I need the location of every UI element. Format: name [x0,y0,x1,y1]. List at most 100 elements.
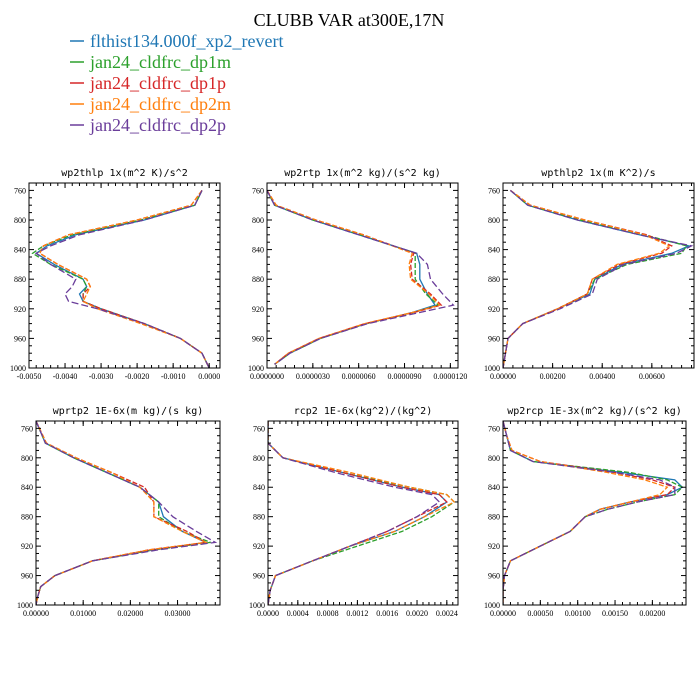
series-line-1 [268,421,448,605]
series-line-2 [31,190,210,368]
y-tick-label: 800 [253,454,265,463]
y-tick-label: 920 [488,542,500,551]
y-tick-label: 920 [14,305,26,314]
panel-title: wp2rcp 1E-3x(m^2 kg)/(s^2 kg) [507,406,682,417]
y-tick-label: 1000 [484,364,500,373]
y-tick-label: 840 [488,246,500,255]
plot-frame [28,182,221,369]
legend-entry: flthist134.000f_xp2_revert [70,31,283,51]
legend-label: flthist134.000f_xp2_revert [90,31,283,51]
y-tick-label: 880 [252,275,264,284]
y-tick-label: 1000 [10,364,26,373]
series-line-5 [36,421,218,605]
legend-label: jan24_cldfrc_dp2m [89,94,231,114]
y-tick-label: 960 [488,334,500,343]
y-tick-label: 840 [252,246,264,255]
x-tick-label: 0.00100 [565,609,591,618]
series-line-5 [34,190,210,368]
y-tick-label: 1000 [248,364,264,373]
x-tick-label: -0.0010 [161,372,186,381]
y-tick-label: 840 [21,483,33,492]
panel-title: wp2thlp 1x(m^2 K)/s^2 [61,168,187,179]
series-line-1 [503,421,684,605]
series-line-4 [268,421,456,605]
series-line-1 [36,421,209,605]
series-line-2 [503,189,688,368]
panel-2: wp2rtp 1x(m^2 kg)/(s^2 kg) 760 800 840 880 92… [248,168,467,381]
series-line-4 [503,189,671,368]
panel-4: wprtp2 1E-6x(m kg)/(s kg) 760 800 840 880 920… [17,406,221,618]
x-tick-label: 0.02000 [117,609,143,618]
series-line-1 [35,190,210,368]
x-tick-label: -0.0050 [17,372,42,381]
y-tick-label: 800 [488,216,500,225]
series-line-3 [268,421,448,605]
series-line-3 [503,189,673,368]
y-tick-label: 880 [21,513,33,522]
legend-label: jan24_cldfrc_dp2p [89,115,226,135]
x-tick-label: 0.0020 [406,609,428,618]
x-tick-label: 0.00150 [602,609,628,618]
y-tick-label: 800 [488,454,500,463]
y-tick-label: 920 [488,305,500,314]
series-line-5 [503,189,694,368]
y-tick-label: 1000 [17,601,33,610]
figure-title: CLUBB VAR at300E,17N [254,10,445,30]
x-tick-label: 0.00200 [540,372,566,381]
y-tick-label: 960 [488,572,500,581]
y-tick-label: 1000 [484,601,500,610]
y-tick-label: 880 [488,513,500,522]
x-tick-label: 0.0000030 [296,372,330,381]
panel-title: rcp2 1E-6x(kg^2)/(kg^2) [294,406,432,417]
x-tick-label: 0.00200 [639,609,665,618]
x-tick-label: 0.03000 [165,609,191,618]
series-line-3 [503,421,677,605]
series-line-4 [267,190,441,365]
x-tick-label: 0.0004 [287,609,309,618]
x-tick-label: -0.0030 [89,372,114,381]
x-tick-label: 0.00000 [23,609,49,618]
y-tick-label: 960 [14,334,26,343]
y-tick-label: 800 [252,216,264,225]
y-tick-label: 880 [488,275,500,284]
x-tick-label: 0.00600 [639,372,665,381]
legend: flthist134.000f_xp2_revert jan24_cldfrc_d… [70,31,283,135]
y-tick-label: 760 [488,186,500,195]
plot-frame [35,420,221,606]
y-tick-label: 920 [21,542,33,551]
y-tick-label: 960 [252,334,264,343]
x-tick-label: 0.0008 [317,609,339,618]
plot-frame [502,420,687,606]
y-tick-label: 800 [21,454,33,463]
y-tick-label: 920 [252,305,264,314]
legend-entry: jan24_cldfrc_dp1p [70,73,226,93]
y-tick-label: 760 [21,424,33,433]
panels: wp2thlp 1x(m^2 K)/s^2 760 800 840 880 920 960 1… [10,168,695,618]
x-tick-label: 0.00000 [490,372,516,381]
series-line-4 [36,421,209,605]
x-tick-label: 0.00400 [589,372,615,381]
series-line-4 [38,190,210,368]
series-line-5 [503,421,676,605]
x-tick-label: 0.0012 [346,609,368,618]
panel-1: wp2thlp 1x(m^2 K)/s^2 760 800 840 880 920 960 1… [10,168,221,381]
panel-title: wprtp2 1E-6x(m kg)/(s kg) [53,406,204,417]
x-tick-label: 0.00050 [527,609,553,618]
legend-entry: jan24_cldfrc_dp2p [70,115,226,135]
panel-5: rcp2 1E-6x(kg^2)/(kg^2) 760 800 840 880 920 96… [249,406,459,618]
x-tick-label: 0.0016 [376,609,398,618]
plot-frame [266,182,459,369]
x-tick-label: 0.0000000 [250,372,284,381]
series-line-5 [267,190,455,365]
legend-entry: jan24_cldfrc_dp2m [70,94,231,114]
y-tick-label: 760 [253,424,265,433]
y-tick-label: 840 [488,483,500,492]
y-tick-label: 880 [253,513,265,522]
x-tick-label: 0.0000120 [433,372,467,381]
x-tick-label: 0.01000 [70,609,96,618]
x-tick-label: -0.0040 [53,372,78,381]
series-line-5 [268,421,441,605]
panel-6: wp2rcp 1E-3x(m^2 kg)/(s^2 kg) 760 800 840 88… [484,406,687,618]
series-line-2 [36,421,211,605]
panel-3: wpthlp2 1x(m K^2)/s 760 800 840 880 920 960 100… [484,168,695,381]
